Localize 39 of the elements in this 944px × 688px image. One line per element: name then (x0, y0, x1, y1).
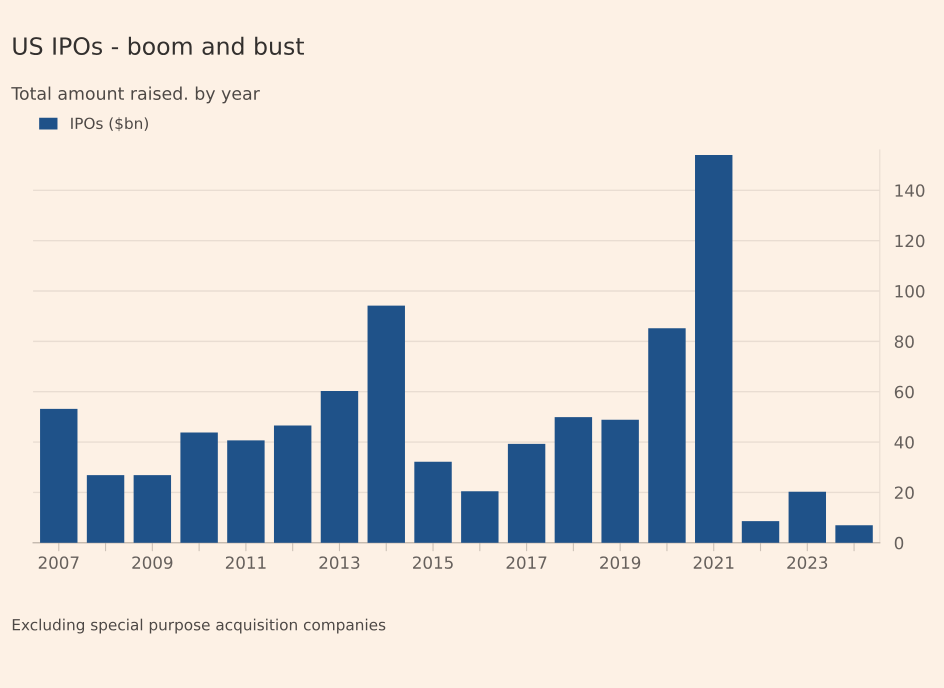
bar (274, 425, 312, 543)
x-tick-label: 2013 (319, 556, 360, 569)
bar (461, 491, 499, 543)
legend-label: IPOs ($bn) (71, 117, 148, 132)
y-tick-label: 100 (896, 284, 924, 298)
text: Excluding special purpose acquisition companies (12, 618, 386, 634)
bar (554, 417, 592, 543)
bar (648, 328, 686, 543)
x-tick-label: 2011 (226, 556, 266, 569)
bar (86, 475, 124, 543)
bar (601, 420, 639, 543)
bar (227, 440, 265, 543)
bar (742, 521, 780, 543)
y-tick-label: 20 (894, 486, 914, 500)
y-tick-label: 0 (894, 536, 904, 550)
x-tick-label: 2015 (413, 556, 453, 569)
bar (180, 432, 218, 543)
bar (695, 155, 732, 543)
bar (320, 390, 358, 543)
y-tick-label: 120 (896, 234, 924, 248)
x-tick-label: 2009 (132, 556, 172, 569)
y-tick-label: 140 (896, 184, 924, 197)
bar (134, 475, 172, 543)
bar (414, 462, 452, 543)
x-tick-label: 2017 (506, 556, 546, 569)
x-tick-label: 2023 (787, 556, 828, 569)
chart-title: US IPOs - boom and bust (13, 36, 304, 56)
x-tick-label: 2021 (694, 556, 734, 569)
bar (368, 306, 405, 543)
bar (788, 492, 826, 543)
y-tick-label: 80 (894, 335, 914, 348)
bar (835, 525, 873, 543)
chart-subtitle: Total amount raised. by year (11, 86, 260, 104)
x-tick-label: 2019 (600, 556, 640, 569)
y-tick-label: 60 (894, 386, 914, 398)
bar (508, 444, 546, 543)
bar (40, 408, 78, 543)
x-tick-label: 2007 (38, 556, 79, 569)
y-tick-label: 40 (894, 436, 914, 449)
